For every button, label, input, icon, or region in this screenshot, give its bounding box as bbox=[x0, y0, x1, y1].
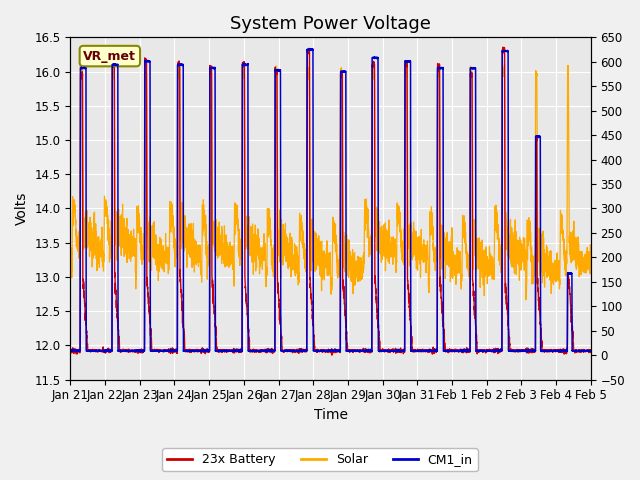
Text: VR_met: VR_met bbox=[83, 49, 136, 62]
Legend: 23x Battery, Solar, CM1_in: 23x Battery, Solar, CM1_in bbox=[163, 448, 477, 471]
Title: System Power Voltage: System Power Voltage bbox=[230, 15, 431, 33]
Y-axis label: Volts: Volts bbox=[15, 192, 29, 225]
X-axis label: Time: Time bbox=[314, 408, 348, 422]
